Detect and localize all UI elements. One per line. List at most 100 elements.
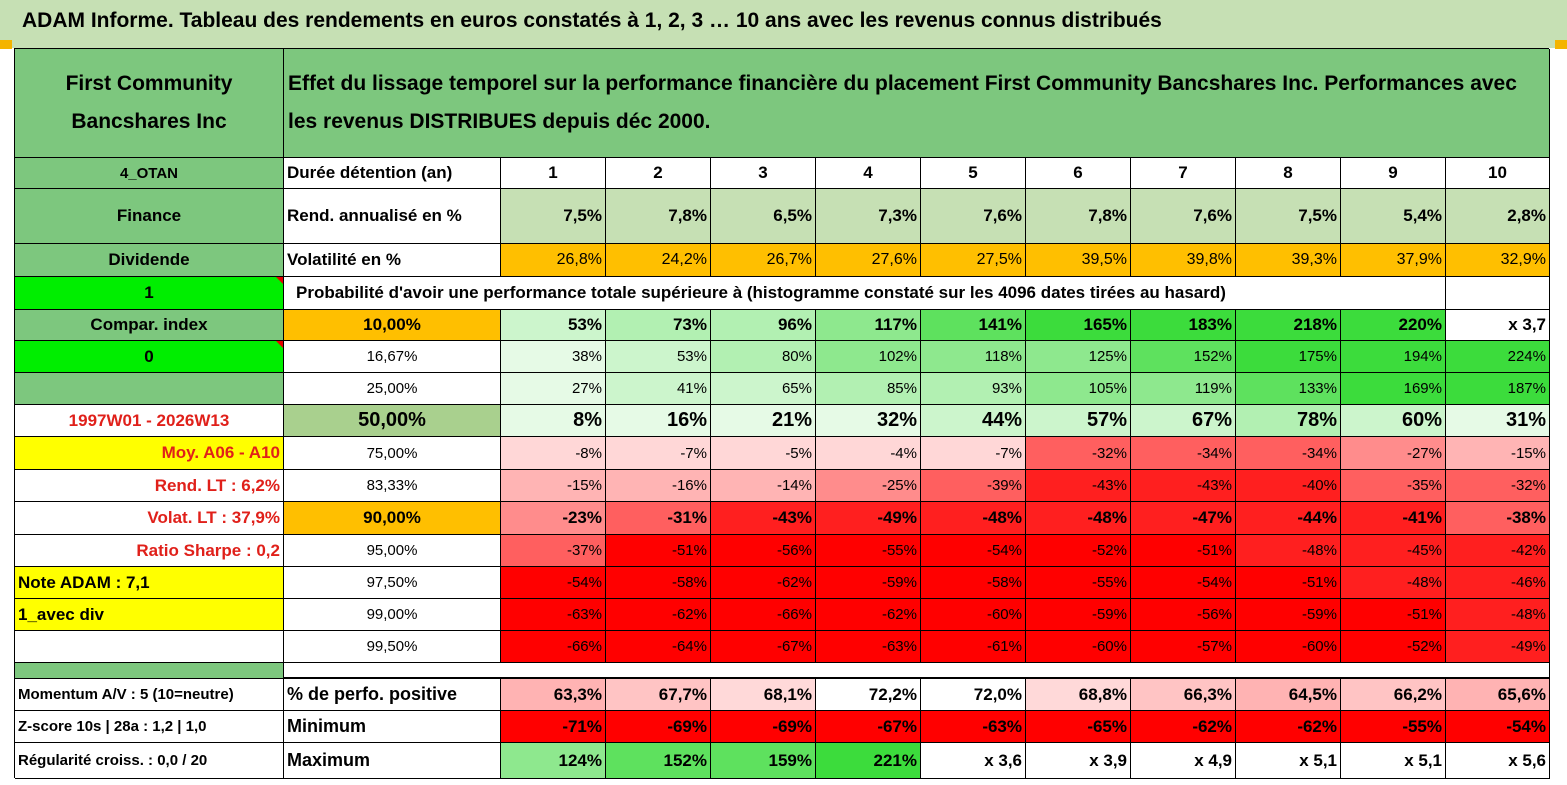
minimum-value: -67% [816, 711, 921, 743]
probability-value: 93% [921, 373, 1026, 405]
probability-value: -52% [1026, 535, 1131, 567]
positive-value: 67,7% [606, 679, 711, 711]
probability-value: 57% [1026, 405, 1131, 437]
probability-value: 16% [606, 405, 711, 437]
rend-lt-label: Rend. LT : 6,2% [15, 470, 284, 502]
report-title: ADAM Informe. Tableau des rendements en … [22, 9, 1162, 32]
probability-value: -43% [1131, 470, 1236, 502]
positive-value: 68,8% [1026, 679, 1131, 711]
maximum-value: 124% [501, 743, 606, 779]
year-header: 2 [606, 158, 711, 189]
probability-value: 194% [1341, 341, 1446, 373]
probability-value: -67% [711, 631, 816, 663]
empty-cell [1446, 277, 1550, 310]
year-header: 9 [1341, 158, 1446, 189]
rend-value: 6,5% [711, 189, 816, 244]
probability-value: -62% [816, 599, 921, 631]
probability-value: -51% [606, 535, 711, 567]
probability-value: 141% [921, 310, 1026, 341]
probability-threshold: 95,00% [284, 535, 501, 567]
table-title: Effet du lissage temporel sur la perform… [284, 49, 1550, 158]
probability-value: -44% [1236, 502, 1341, 535]
probability-value: -51% [1131, 535, 1236, 567]
probability-value: -49% [1446, 631, 1550, 663]
probability-value: 65% [711, 373, 816, 405]
probability-value: 169% [1341, 373, 1446, 405]
probability-value: -60% [921, 599, 1026, 631]
corner-mark [1555, 40, 1567, 49]
probability-value: -56% [1131, 599, 1236, 631]
minimum-label: Minimum [284, 711, 501, 743]
positive-value: 64,5% [1236, 679, 1341, 711]
vol-value: 24,2% [606, 244, 711, 277]
probability-value: 119% [1131, 373, 1236, 405]
probability-threshold: 83,33% [284, 470, 501, 502]
corner-mark [0, 40, 12, 49]
probability-value: 165% [1026, 310, 1131, 341]
rend-value: 7,6% [921, 189, 1026, 244]
probability-value: -35% [1341, 470, 1446, 502]
probability-value: -7% [921, 437, 1026, 470]
empty-cell [15, 373, 284, 405]
positive-value: 65,6% [1446, 679, 1550, 711]
probability-value: -60% [1236, 631, 1341, 663]
probability-value: -54% [501, 567, 606, 599]
maximum-value: 152% [606, 743, 711, 779]
type-label: Dividende [15, 244, 284, 277]
probability-value: -59% [1026, 599, 1131, 631]
probability-value: -40% [1236, 470, 1341, 502]
probability-value: -56% [711, 535, 816, 567]
probability-value: 105% [1026, 373, 1131, 405]
probability-value: x 3,7 [1446, 310, 1550, 341]
probability-value: 183% [1131, 310, 1236, 341]
maximum-value: x 3,9 [1026, 743, 1131, 779]
probability-value: -48% [1341, 567, 1446, 599]
probability-value: -5% [711, 437, 816, 470]
year-header: 5 [921, 158, 1026, 189]
probability-value: -54% [921, 535, 1026, 567]
year-header: 6 [1026, 158, 1131, 189]
probability-value: -66% [501, 631, 606, 663]
probability-value: -47% [1131, 502, 1236, 535]
probability-value: 21% [711, 405, 816, 437]
sharpe-label: Ratio Sharpe : 0,2 [15, 535, 284, 567]
probability-value: -43% [711, 502, 816, 535]
probability-value: 67% [1131, 405, 1236, 437]
probability-threshold: 99,00% [284, 599, 501, 631]
volat-lt-label: Volat. LT : 37,9% [15, 502, 284, 535]
probability-value: -51% [1236, 567, 1341, 599]
momentum-label: Momentum A/V : 5 (10=neutre) [15, 679, 284, 711]
year-header: 8 [1236, 158, 1341, 189]
moy-label: Moy. A06 - A10 [15, 437, 284, 470]
vol-value: 39,5% [1026, 244, 1131, 277]
probability-value: 187% [1446, 373, 1550, 405]
probability-value: -58% [921, 567, 1026, 599]
positive-value: 68,1% [711, 679, 816, 711]
probability-value: 53% [501, 310, 606, 341]
probability-value: -14% [711, 470, 816, 502]
spacer-cell [15, 663, 284, 679]
probability-value: -64% [606, 631, 711, 663]
rend-value: 7,8% [606, 189, 711, 244]
probability-value: -62% [711, 567, 816, 599]
duree-label: Durée détention (an) [284, 158, 501, 189]
rend-value: 7,5% [501, 189, 606, 244]
minimum-value: -55% [1341, 711, 1446, 743]
probability-value: -16% [606, 470, 711, 502]
probability-threshold: 50,00% [284, 405, 501, 437]
probability-value: -23% [501, 502, 606, 535]
report-header: ADAM Informe. Tableau des rendements en … [0, 0, 1567, 48]
vol-value: 26,7% [711, 244, 816, 277]
minimum-value: -65% [1026, 711, 1131, 743]
probability-value: -32% [1446, 470, 1550, 502]
probability-value: -61% [921, 631, 1026, 663]
year-header: 1 [501, 158, 606, 189]
code-label: 4_OTAN [15, 158, 284, 189]
probability-value: 38% [501, 341, 606, 373]
probability-value: -48% [1236, 535, 1341, 567]
maximum-value: x 5,1 [1341, 743, 1446, 779]
regularite-label: Régularité croiss. : 0,0 / 20 [15, 743, 284, 779]
minimum-value: -63% [921, 711, 1026, 743]
positive-value: 63,3% [501, 679, 606, 711]
rend-value: 7,5% [1236, 189, 1341, 244]
